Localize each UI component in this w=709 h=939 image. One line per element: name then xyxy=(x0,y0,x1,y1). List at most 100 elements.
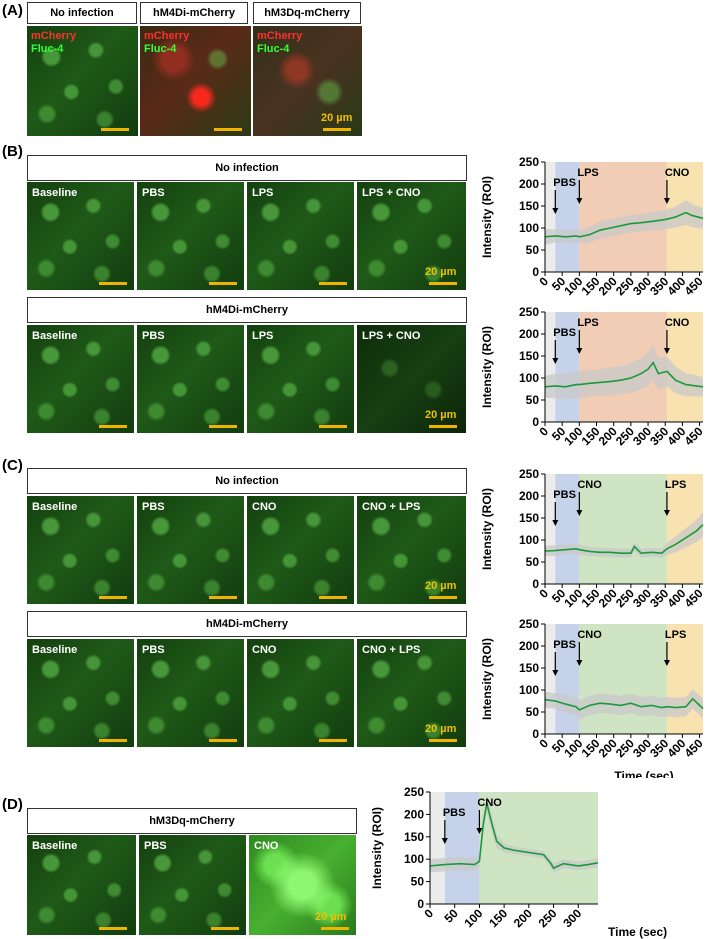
panel-b-row1-tile-pbs: PBS xyxy=(137,182,245,290)
shaded-region xyxy=(545,162,556,272)
panel-b-row2-tile-lps: LPS xyxy=(247,325,355,433)
shaded-region xyxy=(444,792,480,904)
y-tick-label: 150 xyxy=(404,830,424,844)
x-tick-label: 450 xyxy=(682,274,706,298)
annotation-label: CNO xyxy=(665,317,690,329)
panel-c-row2-tile-baseline: Baseline xyxy=(27,639,135,747)
y-axis-label: Intensity (ROI) xyxy=(480,638,494,720)
channel-label-mcherry: mCherry xyxy=(144,30,190,42)
panel-c-row2-tile-cno: CNO xyxy=(247,639,355,747)
panel-b-row1-tile-baseline: Baseline xyxy=(27,182,135,290)
y-tick-label: 200 xyxy=(404,807,424,821)
annotation-label: CNO xyxy=(665,167,690,179)
scale-bar xyxy=(319,739,347,742)
y-tick-label: 150 xyxy=(519,661,539,675)
panel-label-c: (C) xyxy=(2,457,23,474)
error-band xyxy=(545,512,703,558)
x-tick-label: 300 xyxy=(560,906,584,930)
arrow-head xyxy=(552,520,559,526)
panel-a-image-hm4di: mCherry Fluc-4 xyxy=(140,26,252,136)
panel-c-row1-tile-baseline: Baseline xyxy=(27,496,135,604)
data-line xyxy=(429,803,599,870)
arrow-head xyxy=(576,510,583,516)
panel-a-image-hm3dq: mCherry Fluc-4 20 µm xyxy=(253,26,363,136)
data-line xyxy=(544,524,704,555)
scale-bar xyxy=(209,282,237,285)
panel-c-row1-header: No infection xyxy=(27,468,467,494)
x-tick-label: 50 xyxy=(441,906,461,926)
x-tick-label: 0 xyxy=(536,586,551,601)
y-tick-label: 100 xyxy=(404,852,424,866)
scale-bar xyxy=(429,596,457,599)
arrow-head xyxy=(663,348,670,354)
arrow-head xyxy=(576,660,583,666)
chart-b2: 0501001502002500501001502002503003504004… xyxy=(480,305,706,448)
tile-label: LPS xyxy=(252,187,274,199)
tile-label: CNO xyxy=(254,840,279,852)
annotation-label: LPS xyxy=(577,317,598,329)
x-tick-label: 0 xyxy=(536,736,551,751)
panel-a-header-no-infection: No infection xyxy=(27,2,137,24)
panel-a-image-no-infection: mCherry Fluc-4 xyxy=(27,26,139,136)
y-axis-label: Intensity (ROI) xyxy=(480,176,494,258)
panel-a-header-hm4di: hM4Di-mCherry xyxy=(140,2,248,24)
tile-label: PBS xyxy=(142,644,165,656)
channel-label-fluc4: Fluc-4 xyxy=(31,43,64,55)
scale-bar xyxy=(99,425,127,428)
panel-c-row1-tile-cno-lps: CNO + LPS 20 µm xyxy=(357,496,467,604)
tile-label: Baseline xyxy=(32,187,78,199)
annotation-label: PBS xyxy=(443,807,466,819)
shaded-region xyxy=(545,474,556,584)
y-tick-label: 0 xyxy=(417,897,424,911)
data-line xyxy=(544,697,704,711)
scale-bar xyxy=(99,739,127,742)
tile-label: CNO + LPS xyxy=(362,501,421,513)
y-tick-label: 50 xyxy=(526,243,540,257)
y-tick-label: 200 xyxy=(519,177,539,191)
shaded-region xyxy=(555,624,580,734)
panel-label-d: (D) xyxy=(2,796,23,813)
panel-d-tile-pbs: PBS xyxy=(139,835,247,935)
shaded-region xyxy=(430,792,445,904)
arrow-head xyxy=(552,358,559,364)
y-tick-label: 50 xyxy=(411,875,425,889)
y-tick-label: 50 xyxy=(526,705,540,719)
shaded-region xyxy=(555,162,580,272)
y-tick-label: 100 xyxy=(519,221,539,235)
arrow-head xyxy=(576,198,583,204)
y-tick-label: 100 xyxy=(519,683,539,697)
tile-label: CNO xyxy=(252,644,277,656)
scale-bar xyxy=(101,128,129,131)
channel-label-mcherry: mCherry xyxy=(257,30,303,42)
panel-a-header-hm3dq: hM3Dq-mCherry xyxy=(253,2,361,24)
annotation-label: PBS xyxy=(553,177,576,189)
channel-label-fluc4: Fluc-4 xyxy=(144,43,177,55)
scale-label: 20 µm xyxy=(315,911,347,923)
scale-bar xyxy=(321,927,349,930)
panel-d-tile-cno: CNO 20 µm xyxy=(249,835,357,935)
x-tick-label: 250 xyxy=(536,906,560,930)
panel-d-header: hM3Dq-mCherry xyxy=(27,808,357,834)
arrow-head xyxy=(663,198,670,204)
scale-label: 20 µm xyxy=(425,723,457,735)
channel-label-mcherry: mCherry xyxy=(31,30,77,42)
y-tick-label: 200 xyxy=(519,327,539,341)
error-band xyxy=(545,345,703,400)
y-tick-label: 250 xyxy=(519,305,539,319)
y-tick-label: 0 xyxy=(532,265,539,279)
panel-c-row1-tile-cno: CNO xyxy=(247,496,355,604)
tile-label: Baseline xyxy=(32,501,78,513)
y-axis-label: Intensity (ROI) xyxy=(480,488,494,570)
tile-label: LPS + CNO xyxy=(362,330,421,342)
y-tick-label: 150 xyxy=(519,349,539,363)
x-tick-label: 0 xyxy=(536,424,551,439)
y-tick-label: 50 xyxy=(526,555,540,569)
shaded-region xyxy=(545,312,556,422)
tile-label: LPS + CNO xyxy=(362,187,421,199)
chart-c2: 0501001502002500501001502002503003504004… xyxy=(480,617,706,778)
arrow-head xyxy=(663,660,670,666)
scale-bar xyxy=(99,596,127,599)
annotation-label: LPS xyxy=(665,479,686,491)
tile-label: Baseline xyxy=(32,330,78,342)
x-axis-label: Time (sec) xyxy=(608,925,667,939)
